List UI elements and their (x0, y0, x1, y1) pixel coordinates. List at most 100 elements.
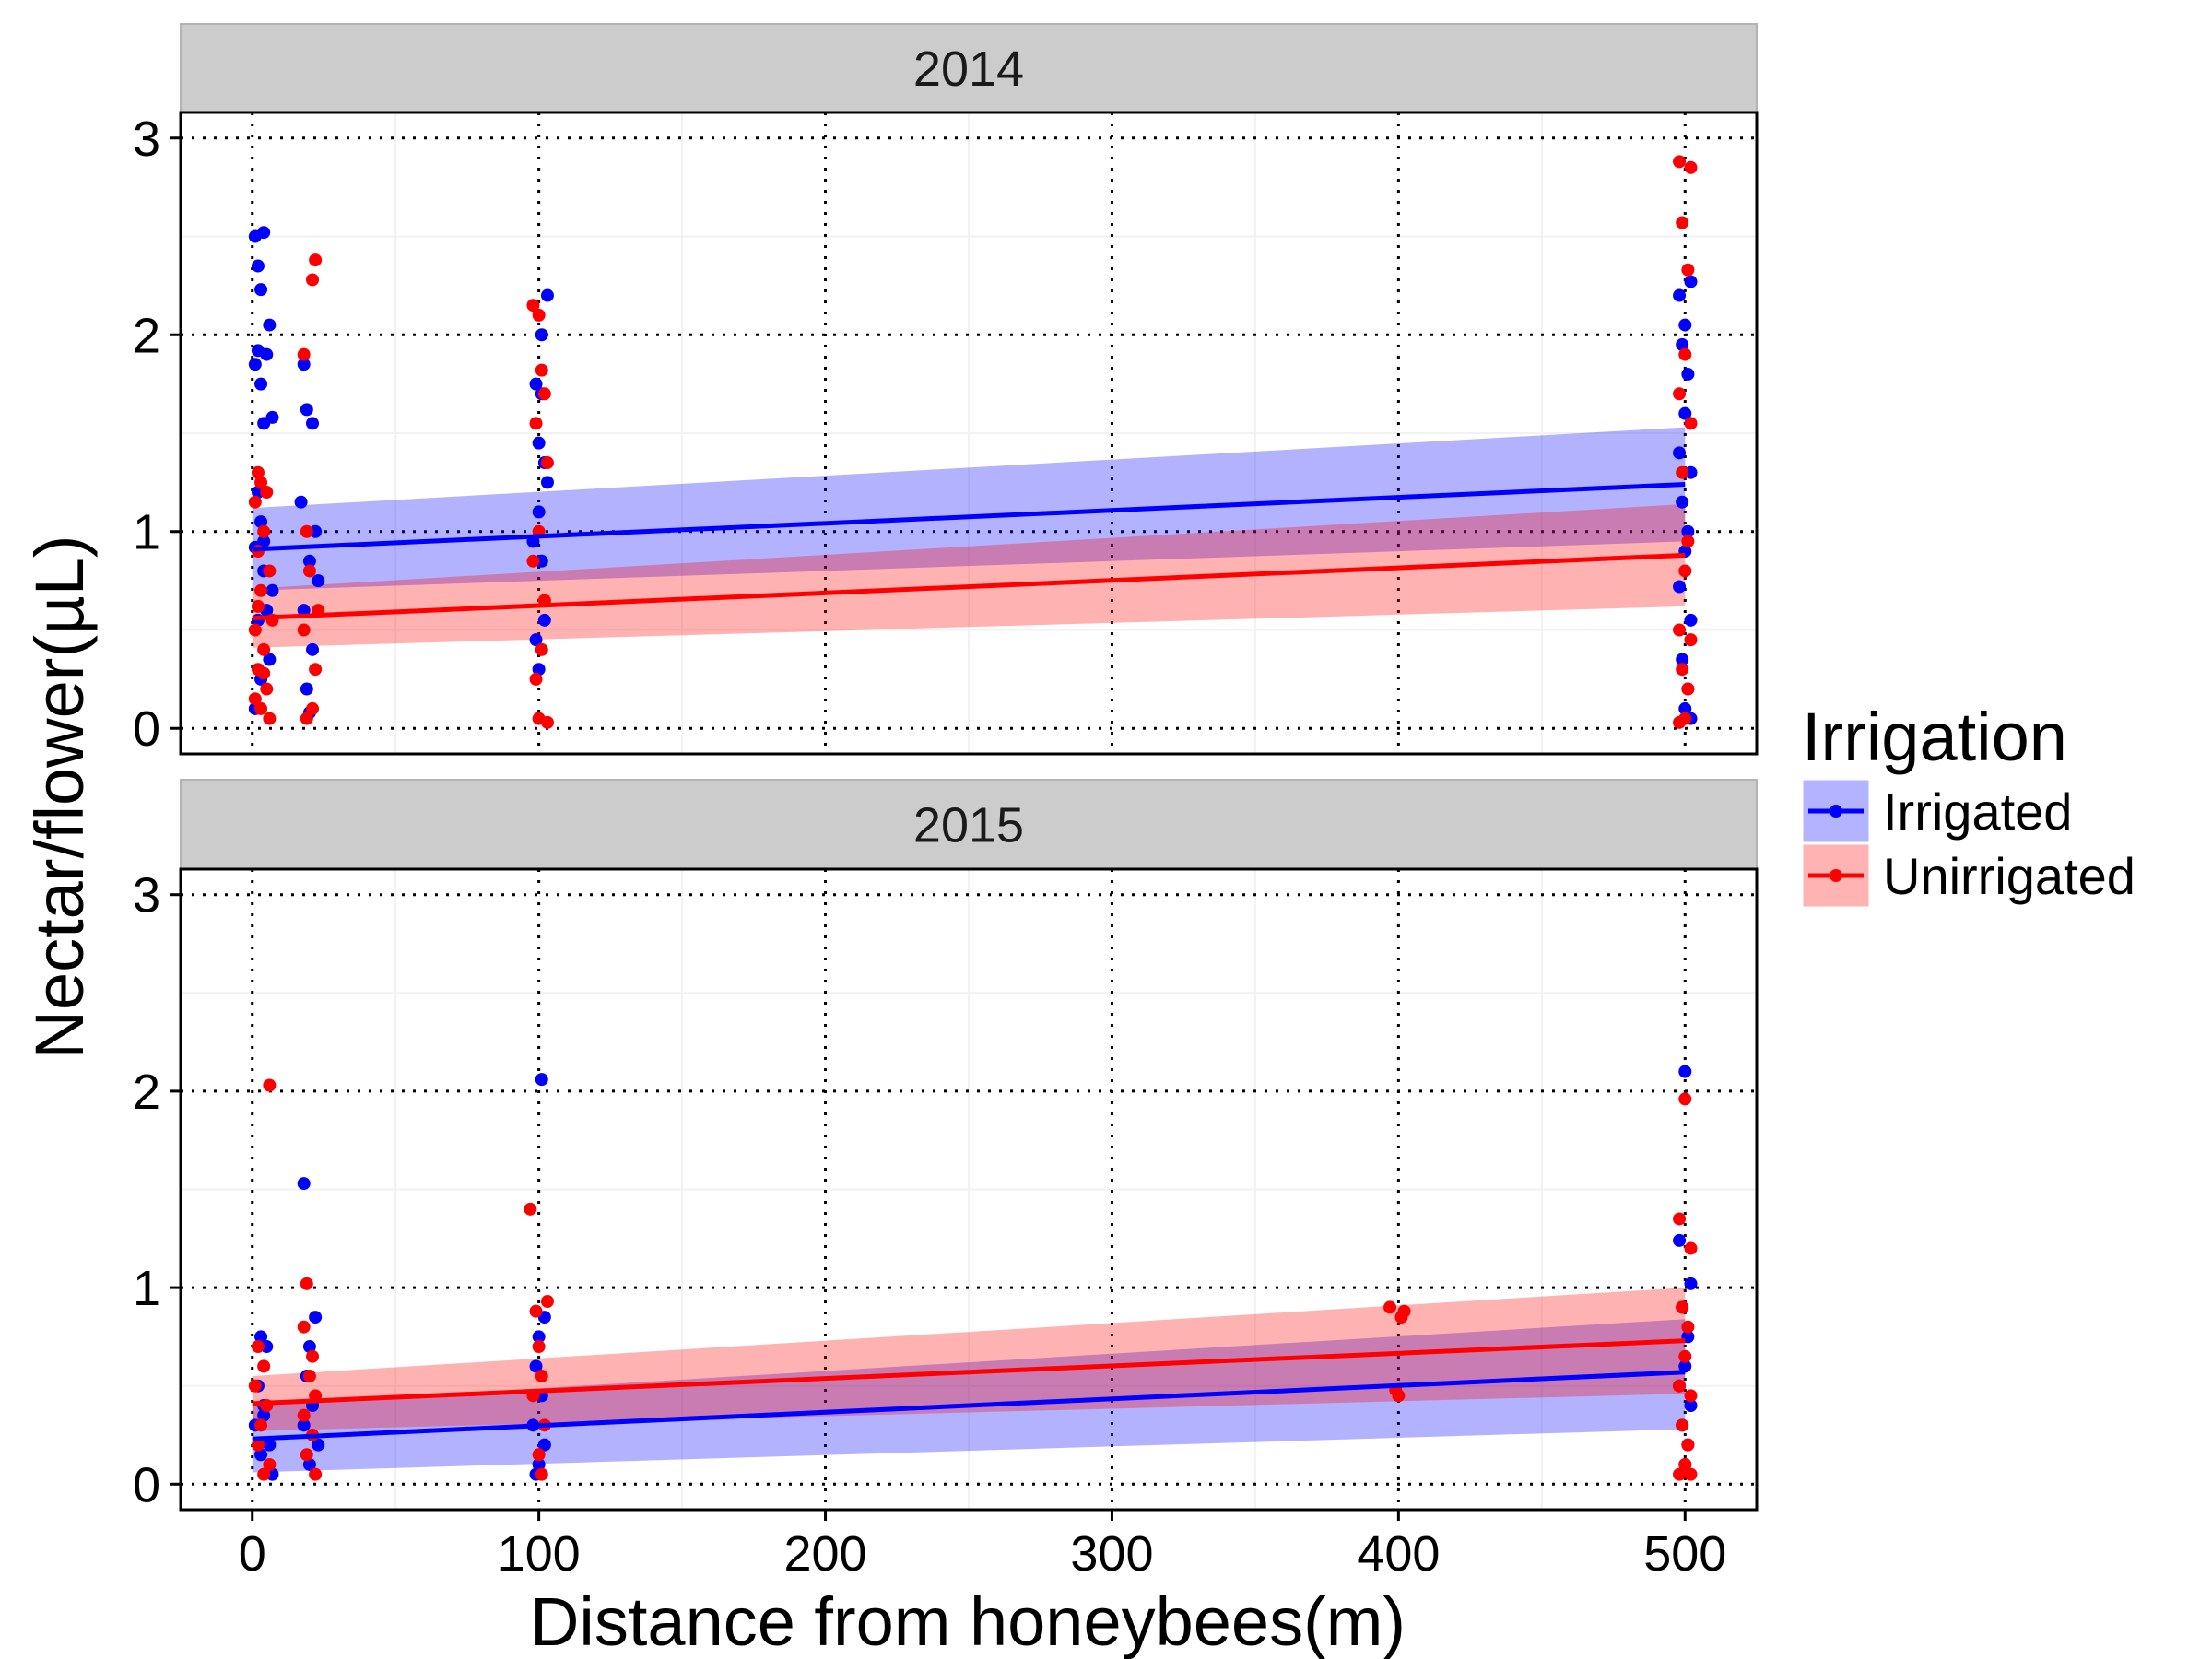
point-irrigated (1678, 1359, 1692, 1373)
point-irrigated (263, 1438, 276, 1452)
point-unirrigated (306, 1349, 320, 1363)
point-unirrigated (309, 1467, 323, 1481)
point-irrigated (263, 318, 276, 332)
point-irrigated (529, 377, 543, 391)
point-unirrigated (532, 1448, 546, 1462)
point-irrigated (306, 417, 320, 430)
trend-line-unirrigated (252, 1338, 1686, 1406)
point-irrigated (265, 410, 279, 424)
point-unirrigated (1383, 1300, 1397, 1314)
point-unirrigated (260, 682, 274, 696)
point-irrigated (312, 1438, 325, 1452)
point-irrigated (254, 377, 268, 391)
y-tick-label: 0 (133, 1457, 160, 1512)
point-unirrigated (254, 701, 268, 715)
point-unirrigated (529, 672, 543, 686)
point-unirrigated (1673, 1212, 1687, 1226)
point-irrigated (1673, 288, 1687, 302)
point-unirrigated (300, 712, 313, 725)
point-irrigated (297, 1418, 311, 1432)
point-unirrigated (302, 1370, 316, 1383)
point-unirrigated (297, 623, 311, 637)
point-unirrigated (535, 1467, 548, 1481)
point-unirrigated (1673, 715, 1687, 729)
point-irrigated (537, 613, 551, 627)
point-unirrigated (1676, 465, 1689, 479)
point-irrigated (257, 226, 271, 240)
point-unirrigated (263, 1078, 276, 1092)
point-unirrigated (1681, 1438, 1695, 1452)
x-axis-label: Distance from honeybees(m) (530, 1583, 1406, 1659)
point-unirrigated (254, 1418, 268, 1432)
point-irrigated (312, 574, 325, 588)
point-irrigated (1676, 653, 1689, 666)
legend: Irrigation Irrigated Unirrigated (1800, 699, 2136, 910)
trend-line-unirrigated (252, 552, 1686, 621)
facet-strip-label: 2014 (913, 41, 1024, 97)
point-unirrigated (302, 564, 316, 578)
point-irrigated (265, 583, 279, 597)
point-unirrigated (540, 1295, 554, 1309)
point-irrigated (540, 288, 554, 302)
point-irrigated (532, 436, 546, 450)
point-irrigated (254, 1330, 268, 1344)
point-unirrigated (263, 712, 276, 725)
panels-layer: 2014 0 1 2 3 2015 0 1 2 3 (133, 23, 1759, 1512)
point-unirrigated (1678, 564, 1692, 578)
point-irrigated (532, 663, 546, 677)
point-unirrigated (1684, 417, 1698, 430)
facet-strip-label: 2015 (913, 798, 1024, 853)
point-irrigated (1684, 275, 1698, 288)
point-unirrigated (248, 1379, 262, 1393)
point-irrigated (1684, 1399, 1698, 1413)
x-tick-label: 100 (498, 1526, 581, 1582)
x-tick-label: 0 (239, 1526, 266, 1582)
point-unirrigated (251, 465, 265, 479)
point-unirrigated (257, 642, 271, 656)
point-irrigated (302, 554, 316, 568)
y-tick-label: 1 (133, 505, 160, 560)
point-irrigated (294, 495, 308, 509)
panel-2014: 2014 0 1 2 3 (133, 23, 1759, 757)
point-irrigated (1678, 318, 1692, 332)
point-unirrigated (300, 524, 313, 538)
point-unirrigated (257, 1467, 271, 1481)
trend-line-irrigated (252, 1370, 1686, 1441)
y-tick-label: 1 (133, 1261, 160, 1316)
point-irrigated (254, 515, 268, 529)
trend-line-irrigated (252, 482, 1686, 552)
point-unirrigated (251, 599, 265, 613)
point-irrigated (540, 476, 554, 489)
point-unirrigated (1678, 1457, 1692, 1471)
point-irrigated (297, 358, 311, 371)
point-irrigated (532, 1457, 546, 1471)
point-unirrigated (1676, 663, 1689, 677)
point-unirrigated (257, 1359, 271, 1373)
y-axis-label: Nectar/flower(µL) (21, 535, 98, 1060)
y-tick-label: 0 (133, 701, 160, 757)
y-tick-label: 3 (133, 868, 160, 924)
point-unirrigated (535, 642, 548, 656)
point-irrigated (1681, 524, 1695, 538)
point-unirrigated (297, 1408, 311, 1422)
point-unirrigated (248, 623, 262, 637)
point-unirrigated (254, 476, 268, 489)
point-unirrigated (251, 1340, 265, 1354)
x-tick-label: 200 (783, 1526, 866, 1582)
point-unirrigated (263, 1457, 276, 1471)
point-irrigated (263, 653, 276, 666)
point-irrigated (1676, 495, 1689, 509)
point-irrigated (254, 283, 268, 297)
x-tick-label: 300 (1070, 1526, 1153, 1582)
point-unirrigated (1673, 623, 1687, 637)
point-irrigated (1673, 580, 1687, 594)
panel-border (179, 111, 1759, 756)
confidence-band-unirrigated (252, 1288, 1686, 1431)
point-unirrigated (1676, 1300, 1689, 1314)
point-unirrigated (1673, 155, 1687, 169)
point-unirrigated (532, 308, 546, 322)
point-unirrigated (540, 456, 554, 470)
point-unirrigated (535, 363, 548, 377)
point-irrigated (537, 1438, 551, 1452)
point-unirrigated (263, 564, 276, 578)
